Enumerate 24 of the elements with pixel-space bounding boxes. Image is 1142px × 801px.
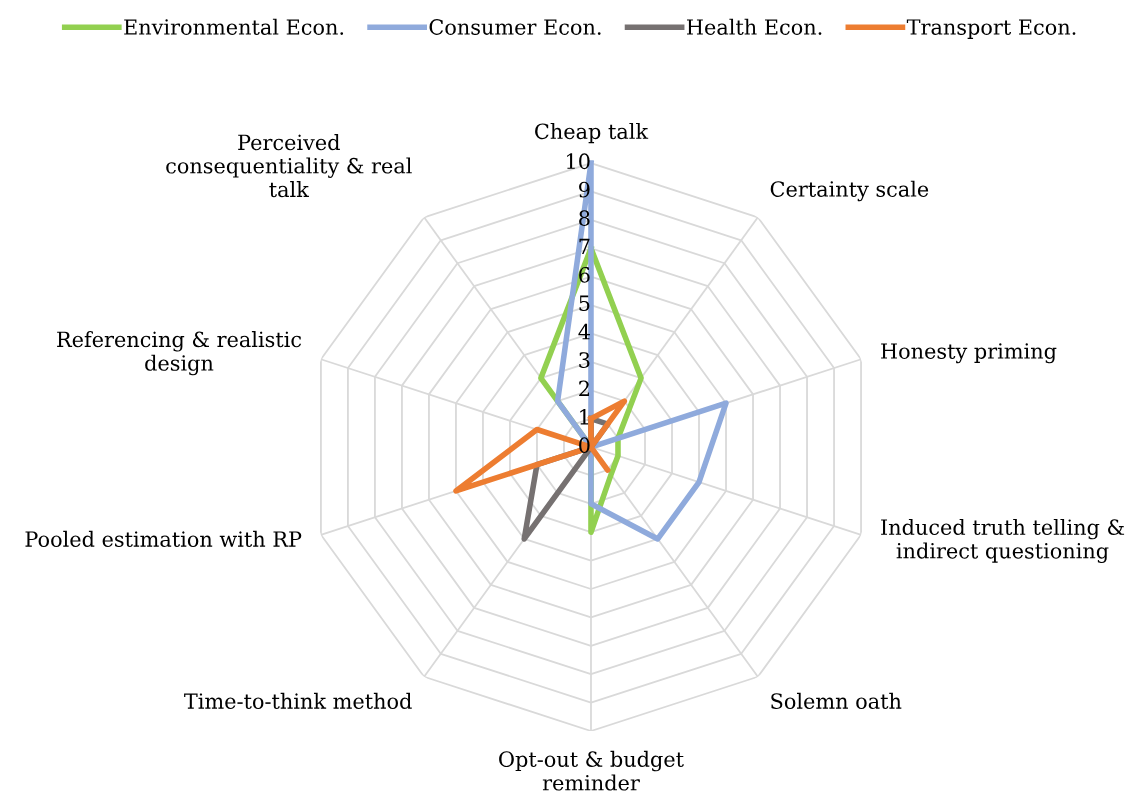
y-tick-label: 8 — [579, 210, 590, 226]
y-tick-label: 2 — [579, 380, 589, 396]
spoke-label: Perceived consequentiality & real talk — [166, 134, 412, 198]
y-tick-label: 1 — [580, 408, 589, 425]
y-tick-label: 3 — [579, 352, 590, 368]
y-tick-label: 9 — [579, 181, 590, 198]
spoke-label: Time-to-think method — [184, 692, 412, 709]
y-tick-label: 10 — [567, 153, 590, 170]
spoke-label: Induced truth telling & indirect questioning — [881, 518, 1125, 563]
spoke-label: Referencing & realistic design — [57, 331, 302, 376]
spoke-label: Cheap talk — [535, 123, 649, 144]
spoke-label: Pooled estimation with RP — [25, 530, 302, 547]
spoke-label: Solemn oath — [771, 692, 902, 709]
spoke-label: Opt-out & budget reminder — [499, 750, 684, 791]
legend-label: Transport Econ. — [906, 19, 1076, 39]
spoke-label: Honesty priming — [881, 343, 1057, 364]
spoke-label: Certainty scale — [770, 180, 929, 202]
y-tick-label: 4 — [578, 323, 590, 340]
legend-label: Consumer Econ. — [429, 19, 601, 35]
legend-label: Health Econ. — [687, 18, 822, 35]
y-tick-label: 7 — [579, 238, 590, 255]
y-tick-label: 0 — [579, 437, 590, 454]
legend-label: Environmental Econ. — [124, 18, 344, 35]
y-tick-label: 5 — [579, 295, 590, 312]
